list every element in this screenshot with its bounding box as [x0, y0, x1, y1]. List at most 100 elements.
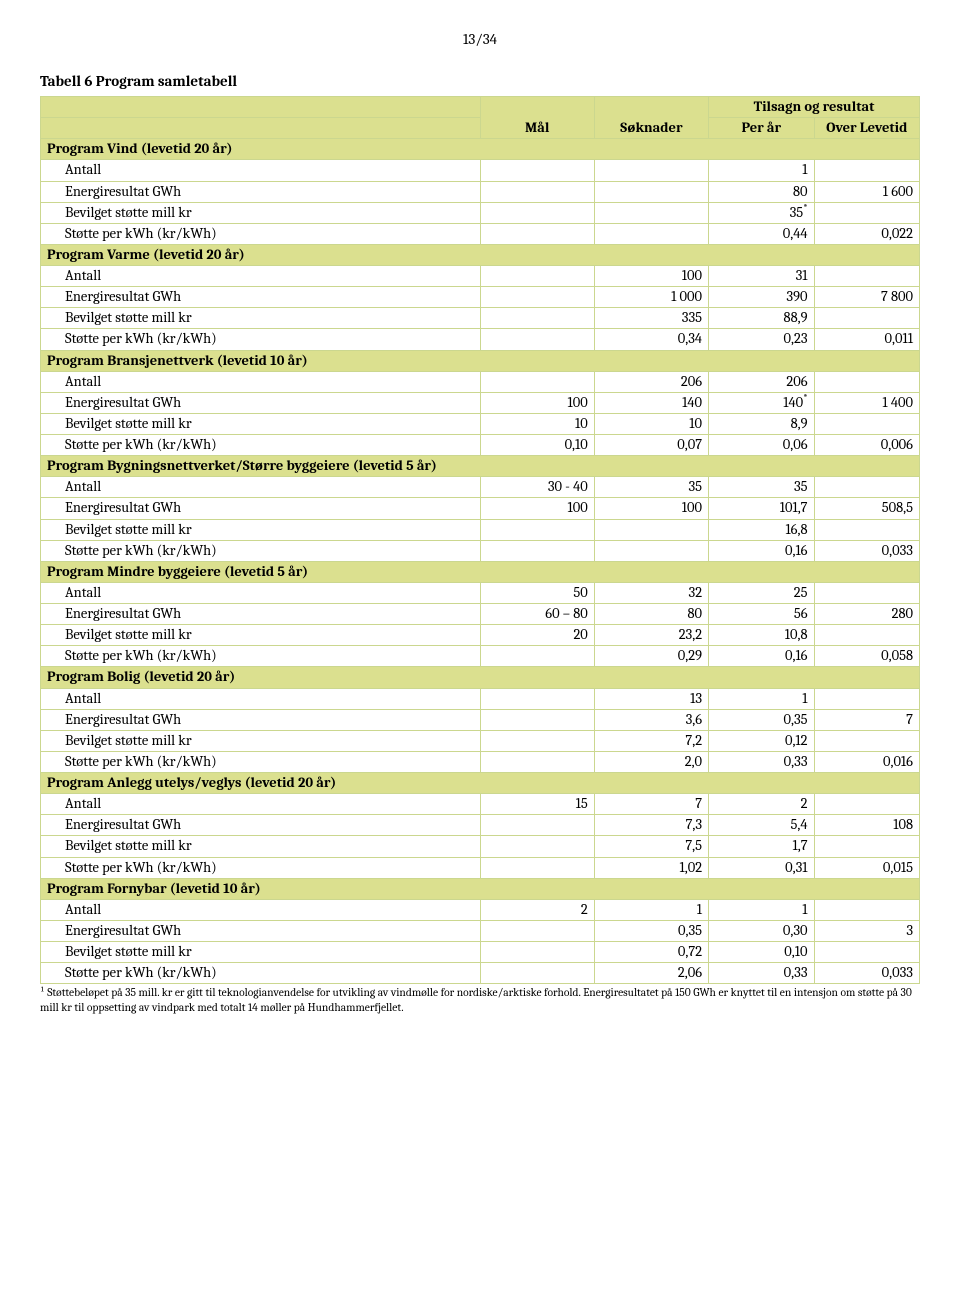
- section-title: Program Bransjenettverk (levetid 10 år): [41, 350, 920, 371]
- cell-mal: [480, 815, 594, 836]
- cell-per-ar: 16,8: [709, 519, 814, 540]
- cell-levetid: [814, 794, 919, 815]
- table-row: Antall206206: [41, 371, 920, 392]
- cell-per-ar: 1: [709, 160, 814, 181]
- row-label: Energiresultat GWh: [41, 181, 481, 202]
- cell-per-ar: 101,7: [709, 498, 814, 519]
- row-label: Energiresultat GWh: [41, 498, 481, 519]
- cell-levetid: 0,033: [814, 963, 919, 984]
- cell-per-ar: 0,35: [709, 709, 814, 730]
- cell-per-ar: 35*: [709, 202, 814, 223]
- row-label: Antall: [41, 899, 481, 920]
- row-label: Antall: [41, 160, 481, 181]
- section-title: Program Mindre byggeiere (levetid 5 år): [41, 561, 920, 582]
- cell-per-ar: 0,16: [709, 540, 814, 561]
- table-row: Støtte per kWh (kr/kWh)2,00,330,016: [41, 751, 920, 772]
- cell-per-ar: 10,8: [709, 625, 814, 646]
- cell-mal: 2: [480, 899, 594, 920]
- table-row: Bevilget støtte mill kr10108,9: [41, 413, 920, 434]
- cell-per-ar: 0,06: [709, 435, 814, 456]
- table-row: Bevilget støtte mill kr2023,210,8: [41, 625, 920, 646]
- cell-per-ar: 88,9: [709, 308, 814, 329]
- page-number: 13/34: [40, 30, 920, 48]
- cell-per-ar: 0,16: [709, 646, 814, 667]
- cell-per-ar: 80: [709, 181, 814, 202]
- table-row: Energiresultat GWh0,350,303: [41, 920, 920, 941]
- row-label: Energiresultat GWh: [41, 604, 481, 625]
- table-row: Støtte per kWh (kr/kWh)0,340,230,011: [41, 329, 920, 350]
- table-row: Energiresultat GWh1 0003907 800: [41, 287, 920, 308]
- program-table: Mål Søknader Tilsagn og resultat Per år …: [40, 96, 920, 984]
- header-over-levetid: Over Levetid: [814, 118, 919, 139]
- cell-per-ar: 0,31: [709, 857, 814, 878]
- cell-levetid: 0,006: [814, 435, 919, 456]
- cell-levetid: 0,015: [814, 857, 919, 878]
- header-soknader: Søknader: [594, 97, 708, 139]
- row-label: Støtte per kWh (kr/kWh): [41, 435, 481, 456]
- table-header-row-1: Mål Søknader Tilsagn og resultat: [41, 97, 920, 118]
- row-label: Støtte per kWh (kr/kWh): [41, 646, 481, 667]
- cell-mal: [480, 308, 594, 329]
- cell-mal: 30 - 40: [480, 477, 594, 498]
- cell-mal: [480, 181, 594, 202]
- cell-mal: [480, 202, 594, 223]
- cell-soknader: [594, 519, 708, 540]
- row-label: Bevilget støtte mill kr: [41, 519, 481, 540]
- row-label: Energiresultat GWh: [41, 392, 481, 413]
- cell-per-ar: 0,23: [709, 329, 814, 350]
- cell-levetid: [814, 625, 919, 646]
- header-per-ar: Per år: [709, 118, 814, 139]
- cell-levetid: 508,5: [814, 498, 919, 519]
- cell-per-ar: 31: [709, 266, 814, 287]
- cell-soknader: 23,2: [594, 625, 708, 646]
- section-title: Program Bygningsnettverket/Større byggei…: [41, 456, 920, 477]
- cell-soknader: 0,72: [594, 942, 708, 963]
- section-header-row: Program Fornybar (levetid 10 år): [41, 878, 920, 899]
- header-mal: Mål: [480, 97, 594, 139]
- cell-soknader: 100: [594, 266, 708, 287]
- cell-levetid: 0,022: [814, 223, 919, 244]
- table-row: Energiresultat GWh60 – 808056280: [41, 604, 920, 625]
- table-row: Antall131: [41, 688, 920, 709]
- cell-mal: 50: [480, 582, 594, 603]
- row-label: Antall: [41, 266, 481, 287]
- cell-soknader: 80: [594, 604, 708, 625]
- row-label: Antall: [41, 794, 481, 815]
- footnote-text: ¹ Støttebeløpet på 35 mill. kr er gitt t…: [40, 986, 920, 1016]
- row-label: Bevilget støtte mill kr: [41, 202, 481, 223]
- cell-levetid: [814, 413, 919, 434]
- cell-mal: 60 – 80: [480, 604, 594, 625]
- cell-soknader: 10: [594, 413, 708, 434]
- cell-mal: 100: [480, 498, 594, 519]
- section-header-row: Program Bolig (levetid 20 år): [41, 667, 920, 688]
- table-row: Støtte per kWh (kr/kWh)2,060,330,033: [41, 963, 920, 984]
- cell-levetid: [814, 519, 919, 540]
- cell-mal: [480, 857, 594, 878]
- cell-soknader: 7: [594, 794, 708, 815]
- table-row: Støtte per kWh (kr/kWh)0,290,160,058: [41, 646, 920, 667]
- section-header-row: Program Bransjenettverk (levetid 10 år): [41, 350, 920, 371]
- cell-soknader: 32: [594, 582, 708, 603]
- cell-soknader: 13: [594, 688, 708, 709]
- row-label: Bevilget støtte mill kr: [41, 625, 481, 646]
- header-blank: [41, 97, 481, 118]
- cell-soknader: [594, 540, 708, 561]
- table-row: Bevilget støtte mill kr33588,9: [41, 308, 920, 329]
- cell-mal: [480, 329, 594, 350]
- cell-mal: 20: [480, 625, 594, 646]
- cell-soknader: 2,06: [594, 963, 708, 984]
- cell-levetid: [814, 836, 919, 857]
- cell-levetid: 1 600: [814, 181, 919, 202]
- row-label: Bevilget støtte mill kr: [41, 836, 481, 857]
- row-label: Energiresultat GWh: [41, 815, 481, 836]
- cell-mal: [480, 920, 594, 941]
- cell-mal: [480, 836, 594, 857]
- table-row: Energiresultat GWh3,60,357: [41, 709, 920, 730]
- table-row: Antall 1: [41, 160, 920, 181]
- cell-soknader: 0,07: [594, 435, 708, 456]
- cell-per-ar: 1: [709, 899, 814, 920]
- row-label: Energiresultat GWh: [41, 709, 481, 730]
- cell-levetid: 1 400: [814, 392, 919, 413]
- cell-per-ar: 0,10: [709, 942, 814, 963]
- cell-levetid: [814, 477, 919, 498]
